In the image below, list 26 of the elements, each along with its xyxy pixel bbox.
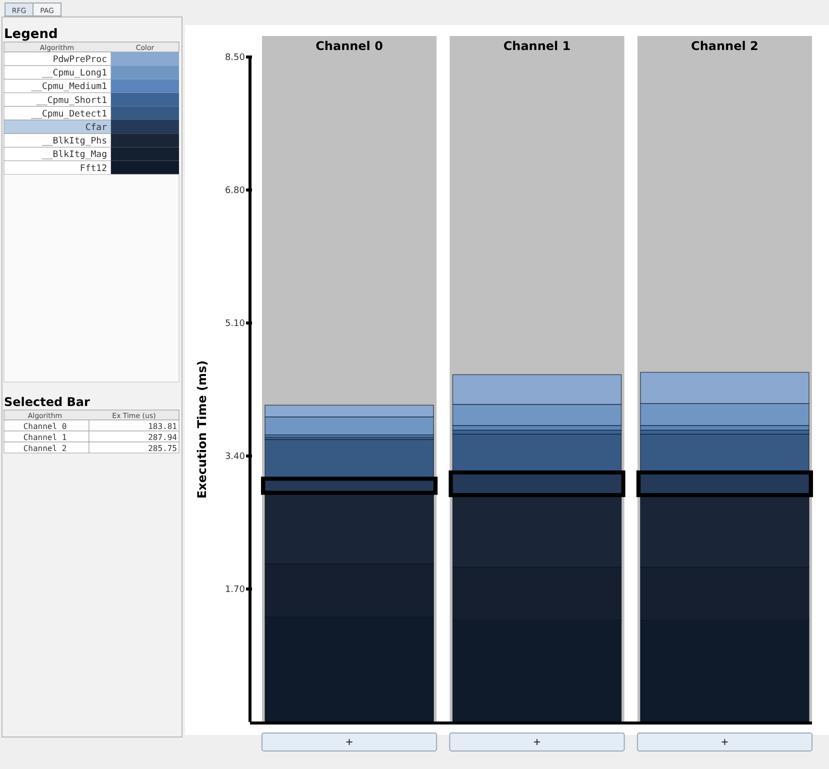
- legend-label: Fft12: [80, 164, 107, 174]
- y-tick-label: 5.10: [224, 319, 246, 329]
- y-tick-label: 1.70: [224, 585, 246, 595]
- legend-label: __Cpmu_Medium1: [31, 82, 107, 92]
- legend-label: Cfar: [85, 123, 108, 133]
- y-tick-label: 6.80: [224, 186, 246, 196]
- x-tick-label: Channel 2: [691, 39, 758, 53]
- y-axis-title: Execution Time (ms): [195, 360, 209, 499]
- legend-label: __BlkItg_Phs: [42, 136, 107, 147]
- x-tick-label: Channel 0: [316, 39, 383, 53]
- text: 183.81: [148, 422, 178, 431]
- legend-label: __BlkItg_Mag: [42, 150, 107, 160]
- y-tick-label: 3.40: [224, 452, 246, 462]
- legend-title: Legend: [4, 27, 58, 42]
- text: 287.94: [148, 433, 178, 442]
- legend-label: PdwPreProc: [52, 55, 107, 65]
- text: Channel 0: [23, 422, 67, 431]
- x-tick-label: Channel 1: [503, 39, 571, 53]
- text: Channel 2: [23, 444, 67, 453]
- text: 285.75: [148, 444, 178, 453]
- legend-label: __Cpmu_Long1: [42, 68, 107, 79]
- legend-label: __Cpmu_Detect1: [31, 109, 107, 120]
- legend-label: __Cpmu_Short1: [36, 96, 107, 106]
- y-tick-label: 8.50: [224, 53, 246, 63]
- text: Channel 1: [23, 433, 67, 442]
- text: Selected Bar: [4, 395, 90, 409]
